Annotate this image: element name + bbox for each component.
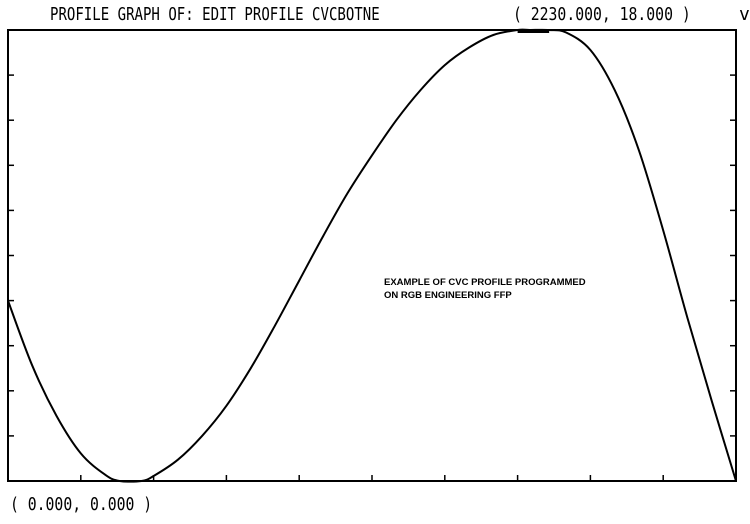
page-title: PROFILE GRAPH OF: EDIT PROFILE CVCBOTNE <box>50 4 380 25</box>
annotation-line-1: EXAMPLE OF CVC PROFILE PROGRAMMED <box>384 277 586 288</box>
plot-frame <box>7 29 737 482</box>
annotation-line-2: ON RGB ENGINEERING FFP <box>384 290 512 301</box>
profile-curve <box>7 28 737 483</box>
axis-ticks <box>8 74 736 481</box>
right-edge-mark: v <box>739 4 750 25</box>
max-coordinate-readout: ( 2230.000, 18.000 ) <box>513 4 691 25</box>
min-coordinate-readout: ( 0.000, 0.000 ) <box>10 494 153 515</box>
annotation-note: EXAMPLE OF CVC PROFILE PROGRAMMED ON RGB… <box>384 276 586 302</box>
